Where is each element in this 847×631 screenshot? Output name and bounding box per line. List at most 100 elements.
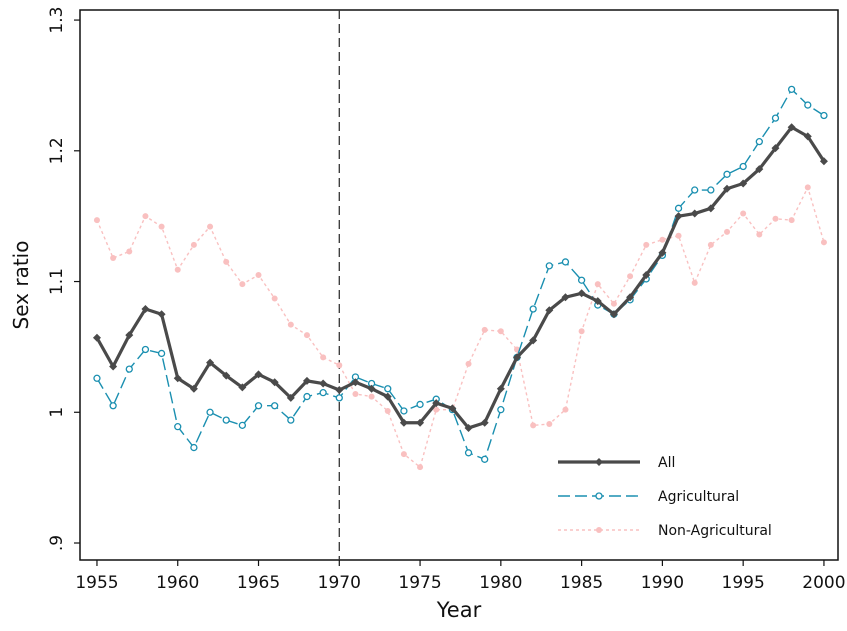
- point: [223, 258, 230, 265]
- point: [206, 408, 214, 416]
- point: [384, 385, 392, 393]
- x-tick-label: 1980: [479, 573, 522, 593]
- point: [496, 384, 505, 393]
- point: [222, 416, 230, 424]
- y-tick-label: .9: [47, 535, 67, 551]
- point: [287, 321, 294, 328]
- point: [174, 423, 182, 431]
- point: [92, 333, 101, 342]
- point: [254, 402, 263, 410]
- point: [157, 349, 166, 358]
- point: [771, 144, 780, 153]
- point: [335, 386, 344, 395]
- point: [497, 406, 505, 414]
- point: [772, 215, 779, 222]
- point: [787, 85, 796, 94]
- point: [286, 393, 295, 402]
- point: [820, 239, 827, 246]
- point: [416, 418, 425, 427]
- point: [206, 358, 215, 367]
- point: [400, 451, 407, 458]
- x-tick-label: 1965: [237, 573, 280, 593]
- point: [335, 394, 343, 402]
- point: [142, 213, 149, 220]
- y-tick-label: 1: [47, 407, 67, 418]
- point: [141, 345, 150, 354]
- point: [561, 258, 570, 266]
- legend-label: All: [658, 455, 675, 471]
- point: [255, 271, 262, 278]
- point: [157, 310, 166, 319]
- point: [674, 204, 683, 212]
- point: [723, 170, 731, 178]
- point: [707, 241, 714, 248]
- point: [336, 362, 343, 369]
- point: [755, 165, 764, 174]
- point: [771, 114, 780, 122]
- series-line: [95, 125, 826, 430]
- point: [303, 332, 310, 339]
- point: [626, 293, 635, 302]
- point: [561, 293, 570, 302]
- point: [545, 262, 553, 270]
- point: [577, 289, 586, 298]
- point: [529, 336, 538, 345]
- point: [238, 383, 247, 392]
- point: [740, 210, 747, 217]
- point: [643, 241, 650, 248]
- point: [788, 217, 795, 224]
- point: [319, 379, 328, 388]
- point: [320, 354, 327, 361]
- point: [125, 365, 133, 373]
- x-tick-label: 1975: [398, 573, 441, 593]
- point: [270, 378, 279, 387]
- point: [109, 362, 118, 371]
- point: [512, 353, 521, 362]
- point: [93, 374, 101, 382]
- x-tick-label: 1995: [722, 573, 765, 593]
- point: [642, 270, 651, 279]
- point: [190, 443, 198, 452]
- point: [819, 157, 828, 166]
- point: [126, 248, 133, 255]
- point: [303, 392, 311, 401]
- point: [739, 162, 747, 171]
- x-tick-label: 1970: [318, 573, 361, 593]
- point: [400, 407, 408, 415]
- point: [384, 407, 391, 414]
- point: [706, 204, 715, 213]
- legend-label: Non-Agricultural: [658, 523, 772, 539]
- point: [302, 376, 311, 385]
- point: [416, 400, 424, 409]
- point: [497, 328, 504, 335]
- point: [254, 370, 263, 379]
- point: [189, 384, 198, 393]
- point: [222, 371, 231, 380]
- point: [433, 406, 440, 413]
- point: [724, 228, 731, 235]
- point: [609, 310, 618, 319]
- point: [804, 184, 811, 191]
- y-tick-label: 1.2: [47, 137, 67, 164]
- point: [287, 416, 295, 424]
- point: [707, 186, 715, 194]
- point: [93, 217, 100, 224]
- point: [173, 374, 182, 383]
- point: [723, 184, 732, 193]
- point: [562, 406, 569, 413]
- point: [691, 186, 699, 194]
- point: [368, 393, 375, 400]
- point: [383, 392, 392, 401]
- x-tick-label: 1990: [641, 573, 684, 593]
- point: [190, 241, 197, 248]
- point: [271, 402, 279, 410]
- point: [659, 236, 666, 243]
- point: [610, 300, 617, 307]
- point: [367, 384, 376, 393]
- point: [432, 399, 441, 408]
- point: [271, 295, 278, 302]
- y-tick-label: 1.3: [47, 7, 67, 34]
- point: [464, 449, 473, 457]
- series-line: [96, 88, 825, 461]
